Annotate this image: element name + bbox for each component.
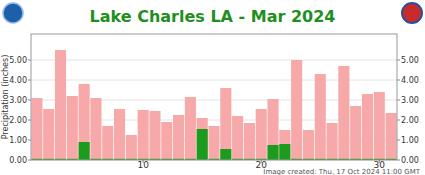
bar: [279, 130, 290, 160]
bar: [173, 115, 184, 160]
y-tick-label: 0.00: [9, 156, 27, 165]
bar: [338, 66, 349, 160]
y-axis-label: Precipitation (inches): [1, 55, 10, 140]
bar: [244, 123, 255, 160]
bar: [55, 50, 66, 160]
bar: [267, 99, 278, 160]
bar: [79, 142, 90, 160]
y-tick-label: 4.00: [9, 76, 27, 85]
bar: [67, 96, 78, 160]
y-tick-label: 2.00: [401, 116, 419, 125]
plot-area: [31, 34, 397, 160]
y-tick-label: 2.00: [9, 116, 27, 125]
bar: [102, 126, 113, 160]
bar: [126, 135, 137, 160]
plot-frame: [31, 34, 397, 160]
y-tick-label: 3.00: [9, 96, 27, 105]
bar: [138, 110, 149, 160]
logo-noaa: [3, 3, 23, 23]
bar: [256, 109, 267, 160]
y-tick-label: 5.00: [401, 56, 419, 65]
x-tick-label: 10: [137, 160, 149, 170]
bar: [161, 122, 172, 160]
title: Lake Charles LA - Mar 2024: [90, 7, 336, 26]
bar: [220, 149, 231, 160]
grid-line: [31, 60, 397, 61]
bar: [327, 123, 338, 160]
bar: [267, 145, 278, 160]
bar: [303, 130, 314, 160]
bar: [232, 116, 243, 160]
bar: [31, 98, 42, 160]
chart: Lake Charles LA - Mar 2024 0.00 0.00 1.00 1.…: [0, 0, 425, 175]
bar: [374, 92, 385, 160]
y-tick-label: 4.00: [401, 76, 419, 85]
y-tick-label: 3.00: [401, 96, 419, 105]
bars: [31, 50, 396, 160]
bar: [185, 97, 196, 160]
y-tick-label: 0.00: [401, 156, 419, 165]
bar: [197, 129, 208, 160]
bar: [220, 88, 231, 160]
bar: [79, 84, 90, 160]
bar: [362, 94, 373, 160]
y-tick-label: 1.00: [401, 136, 419, 145]
y-tick-label: 5.00: [9, 56, 27, 65]
bar: [279, 144, 290, 160]
bar: [90, 98, 101, 160]
bar: [197, 118, 208, 160]
bar: [291, 60, 302, 160]
annotation: Image created: Thu, 17 Oct 2024 11:00 GM…: [263, 168, 420, 175]
bar: [350, 106, 361, 160]
bar: [114, 109, 125, 160]
bar: [43, 109, 54, 160]
y-tick-label: 1.00: [9, 136, 27, 145]
bar: [386, 113, 397, 160]
bar: [208, 126, 219, 160]
bar: [315, 74, 326, 160]
logo-nws: [402, 3, 422, 23]
bar: [149, 111, 160, 160]
